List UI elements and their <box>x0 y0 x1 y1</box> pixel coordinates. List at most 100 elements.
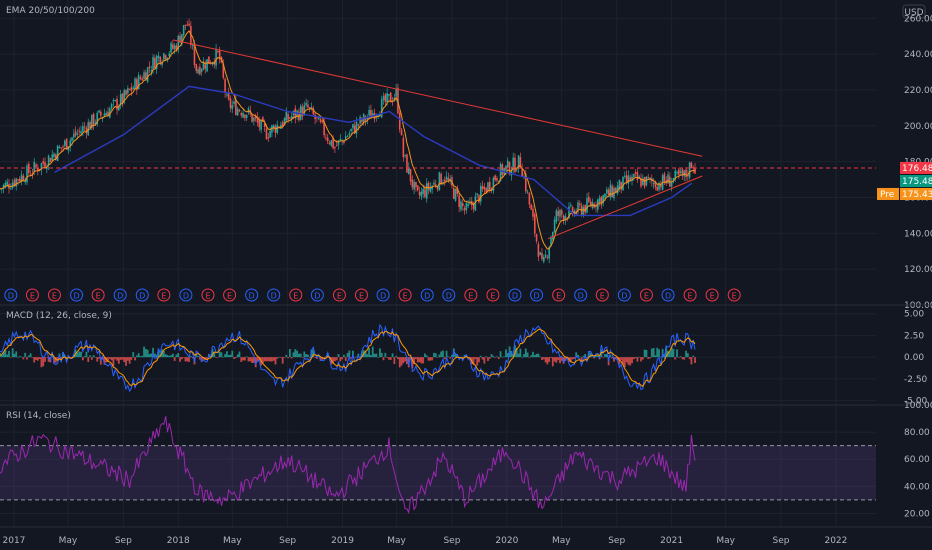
earnings-marker[interactable]: E <box>398 288 412 302</box>
candle-body <box>312 108 315 115</box>
earnings-marker[interactable]: E <box>705 288 719 302</box>
macd-histogram-bar <box>670 347 673 358</box>
macd-pane[interactable]: MACD (12, 26, close, 9) 5.00 2.50 0.00 -2.5… <box>0 310 928 407</box>
dividend-marker[interactable]: D <box>420 288 434 302</box>
candle-body <box>19 178 21 182</box>
dividend-marker[interactable]: D <box>376 288 390 302</box>
earnings-marker[interactable]: E <box>25 288 39 302</box>
macd-histogram-bar <box>2 352 5 358</box>
price-pane[interactable]: EMA 20/50/100/200 USD 260.00 240.00 220.00… <box>0 4 932 311</box>
dividend-marker[interactable]: D <box>442 288 456 302</box>
dividend-marker[interactable]: D <box>113 288 127 302</box>
event-marker-letter: D <box>183 292 189 301</box>
candle-body <box>168 53 171 57</box>
earnings-marker[interactable]: E <box>552 288 566 302</box>
macd-histogram-bar <box>481 357 484 360</box>
macd-histogram-bar <box>83 356 86 358</box>
candle-body <box>445 176 448 180</box>
macd-histogram-bar <box>532 351 534 358</box>
macd-histogram-bar <box>213 351 216 358</box>
candle-body <box>667 174 669 184</box>
rsi-pane[interactable]: RSI (14, close) 100.00 80.00 60.00 40.00 20.… <box>0 401 932 519</box>
earnings-marker[interactable]: E <box>201 288 215 302</box>
candle-body <box>528 192 531 205</box>
macd-histogram-bar <box>121 357 124 360</box>
dividend-marker[interactable]: D <box>135 288 149 302</box>
dividend-marker[interactable]: D <box>661 288 675 302</box>
earnings-marker[interactable]: E <box>223 288 237 302</box>
earnings-marker[interactable]: E <box>683 288 697 302</box>
macd-histogram-bar <box>505 349 507 358</box>
macd-histogram-bar <box>76 352 79 358</box>
macd-histogram-bar <box>683 357 686 360</box>
event-marker-letter: D <box>139 292 145 301</box>
dividend-marker[interactable]: D <box>574 288 588 302</box>
dividend-marker[interactable]: D <box>245 288 259 302</box>
candle-body <box>343 140 345 143</box>
earnings-marker[interactable]: E <box>354 288 368 302</box>
candle-body <box>560 210 563 215</box>
earnings-marker[interactable]: E <box>639 288 653 302</box>
earnings-marker[interactable]: E <box>157 288 171 302</box>
candle-body <box>175 45 178 51</box>
dividend-marker[interactable]: D <box>70 288 84 302</box>
time-tick-label: 2022 <box>824 536 847 546</box>
macd-histogram-bar <box>236 354 239 358</box>
candle-body <box>308 107 311 109</box>
earnings-marker[interactable]: E <box>47 288 61 302</box>
time-axis[interactable]: 2017 May Sep 2018 May Sep 2019 May Sep 2020 May Sep… <box>3 536 848 546</box>
event-marker-letter: E <box>732 292 737 301</box>
earnings-marker[interactable]: E <box>332 288 346 302</box>
macd-histogram-bar <box>314 357 317 358</box>
candle-body <box>224 79 226 93</box>
dividend-marker[interactable]: D <box>530 288 544 302</box>
dividend-marker[interactable]: D <box>508 288 522 302</box>
macd-histogram-bar <box>627 357 630 365</box>
candle-body <box>607 189 610 195</box>
dividend-marker[interactable]: D <box>4 288 18 302</box>
macd-histogram-bar <box>279 357 282 358</box>
macd-histogram-bar <box>397 357 399 360</box>
event-marker-ring <box>442 288 456 302</box>
candle-body <box>469 201 471 204</box>
event-marker-letter: D <box>8 292 14 301</box>
earnings-marker[interactable]: E <box>486 288 500 302</box>
candle-body <box>186 24 189 26</box>
candle-body <box>51 154 54 161</box>
currency-badge[interactable]: USD <box>902 4 926 19</box>
macd-histogram-bar <box>526 352 529 358</box>
macd-histogram-bar <box>139 356 142 358</box>
rsi-axis: 100.00 80.00 60.00 40.00 20.00 <box>904 401 932 519</box>
candle-body <box>647 177 650 179</box>
macd-histogram-bar <box>474 357 477 360</box>
macd-histogram-bar <box>126 357 129 361</box>
macd-histogram-bar <box>487 357 489 361</box>
macd-histogram-bar <box>270 357 273 362</box>
candle-body <box>337 140 340 145</box>
macd-histogram-bar <box>227 354 230 358</box>
earnings-marker[interactable]: E <box>91 288 105 302</box>
candle-body <box>377 115 379 117</box>
macd-histogram-bar <box>13 353 16 358</box>
candle-body <box>588 196 590 202</box>
candle-body <box>425 183 428 199</box>
macd-histogram-bar <box>542 357 545 360</box>
dividend-marker[interactable]: D <box>617 288 631 302</box>
dividend-marker[interactable]: D <box>267 288 281 302</box>
macd-histogram-bar <box>308 357 311 358</box>
macd-histogram-bar <box>47 357 50 362</box>
candle-body <box>238 110 241 112</box>
macd-histogram-bar <box>274 357 277 365</box>
earnings-marker[interactable]: E <box>464 288 478 302</box>
dividend-marker[interactable]: D <box>310 288 324 302</box>
earnings-marker[interactable]: E <box>289 288 303 302</box>
dividend-marker[interactable]: D <box>179 288 193 302</box>
candle-body <box>190 26 192 46</box>
macd-histogram-bar <box>27 355 30 358</box>
candle-body <box>60 147 63 149</box>
candle-body <box>418 191 421 196</box>
earnings-marker[interactable]: E <box>727 288 741 302</box>
earnings-marker[interactable]: E <box>595 288 609 302</box>
